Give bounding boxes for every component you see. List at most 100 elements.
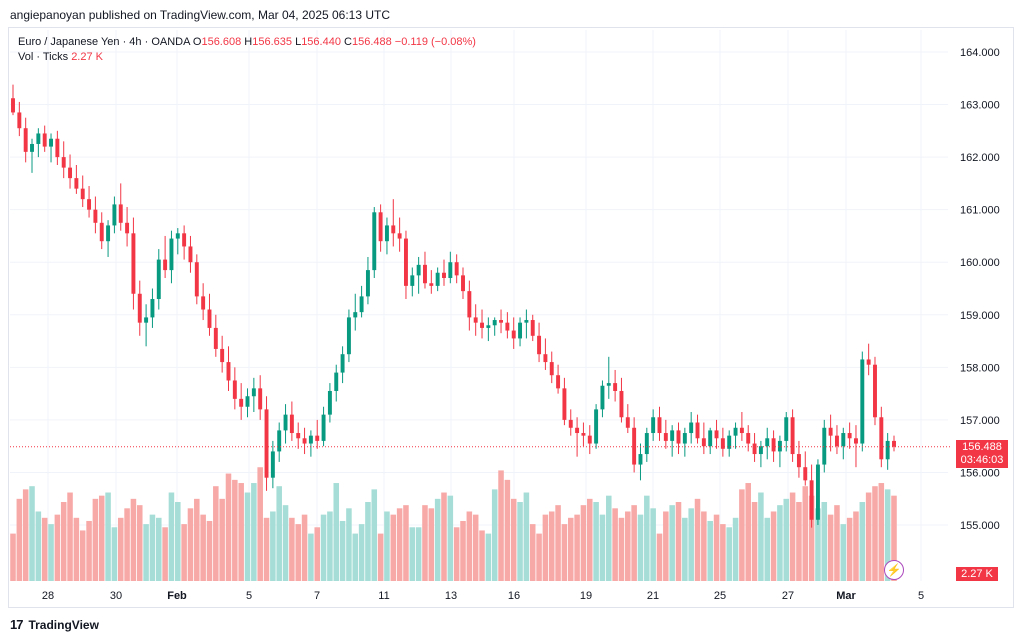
candle-body (194, 262, 199, 297)
volume-bar (504, 479, 511, 581)
volume-bar (194, 498, 200, 581)
candle-body (676, 430, 681, 444)
volume-bar (206, 520, 213, 581)
volume-bar (181, 524, 187, 581)
volume-bar (764, 517, 771, 581)
candle-body (606, 383, 611, 386)
volume-bar (79, 530, 86, 581)
candle-body (454, 262, 459, 276)
candle-body (23, 128, 28, 152)
candle-body (258, 388, 263, 410)
volume-bar (815, 508, 821, 581)
volume-bar (536, 533, 542, 581)
volume-bar (891, 495, 897, 581)
volume-bar (644, 495, 650, 581)
candle-body (733, 427, 738, 436)
volume-bar (460, 520, 466, 581)
candle-body (752, 443, 757, 455)
volume-bar (606, 495, 612, 581)
candle-body (486, 325, 491, 328)
volume-bar (213, 486, 219, 581)
volume-bar (625, 511, 631, 581)
volume-bar (422, 505, 428, 581)
candle-body (416, 264, 421, 276)
volume-bar (232, 479, 238, 581)
candle-body (467, 291, 472, 318)
volume-bar (587, 498, 593, 581)
candle-body (49, 138, 53, 147)
candle-body (854, 438, 858, 444)
candle-body (562, 388, 567, 420)
candle-body (42, 133, 47, 147)
volume-bar (466, 511, 473, 581)
volume-bar (136, 505, 143, 581)
volume-bar (688, 508, 694, 581)
candle-body (264, 409, 269, 478)
candle-body (847, 433, 852, 439)
volume-bar (16, 498, 23, 581)
volume-bar (371, 489, 378, 581)
bar-countdown: 03:46:03 (960, 454, 1004, 466)
x-tick-label: 5 (918, 590, 924, 602)
chart-frame (8, 27, 1014, 608)
volume-bar (745, 483, 751, 581)
volume-bar (263, 517, 270, 581)
lightning-icon[interactable]: ⚡ (884, 560, 904, 580)
volume-bar (612, 508, 618, 581)
candle-body (232, 380, 237, 399)
x-tick-label: 13 (445, 590, 457, 602)
volume-bar (783, 498, 790, 581)
volume-bar (872, 486, 878, 581)
candle-body (796, 454, 801, 468)
candle-body (473, 317, 478, 323)
volume-bar (377, 533, 384, 581)
volume-bar (130, 498, 137, 581)
candle-body (384, 225, 389, 242)
volume-bar (796, 502, 802, 581)
ohlc-legend-row: Euro / Japanese Yen · 4h · OANDA O156.60… (18, 35, 476, 50)
candle-body (651, 417, 656, 434)
volume-bar (548, 511, 555, 581)
volume-bar (574, 514, 580, 581)
open-value: 156.608 (201, 36, 242, 48)
volume-bar (219, 498, 225, 581)
candle-body (55, 138, 60, 158)
volume-bar (124, 508, 130, 581)
candle-body (575, 427, 580, 434)
volume-bar (10, 533, 16, 581)
volume-bar (834, 505, 840, 581)
candle-body (543, 354, 548, 363)
candle-body (708, 430, 713, 447)
volume-bar (86, 520, 92, 581)
volume-bar (694, 498, 701, 581)
candle-body (511, 330, 516, 339)
candle-body (442, 272, 446, 278)
candle-body (765, 438, 770, 447)
candle-body (644, 433, 649, 455)
volume-bar (618, 517, 625, 581)
candle-body (321, 414, 326, 441)
candle-body (435, 272, 440, 286)
low-label: L (295, 36, 302, 48)
volume-bar (111, 527, 118, 581)
candle-body (689, 422, 694, 434)
volume-bar (802, 486, 809, 581)
candle-body (815, 464, 820, 520)
volume-bar (758, 492, 764, 581)
volume-bar (675, 502, 682, 581)
x-tick-label: Mar (836, 590, 856, 602)
volume-bar (175, 502, 181, 581)
close-value: 156.488 (351, 36, 392, 48)
y-tick-label: 158.000 (960, 362, 1000, 374)
volume-bar (403, 505, 409, 581)
candle-body (302, 438, 307, 444)
candle-body (340, 354, 345, 373)
candle-body (720, 438, 725, 449)
footer-brand-name: TradingView (28, 617, 99, 632)
high-label: H (244, 36, 253, 48)
y-tick-label: 164.000 (960, 47, 1000, 59)
x-tick-label: 27 (782, 590, 794, 602)
x-tick-label: 25 (714, 590, 726, 602)
volume-bar (580, 505, 587, 581)
